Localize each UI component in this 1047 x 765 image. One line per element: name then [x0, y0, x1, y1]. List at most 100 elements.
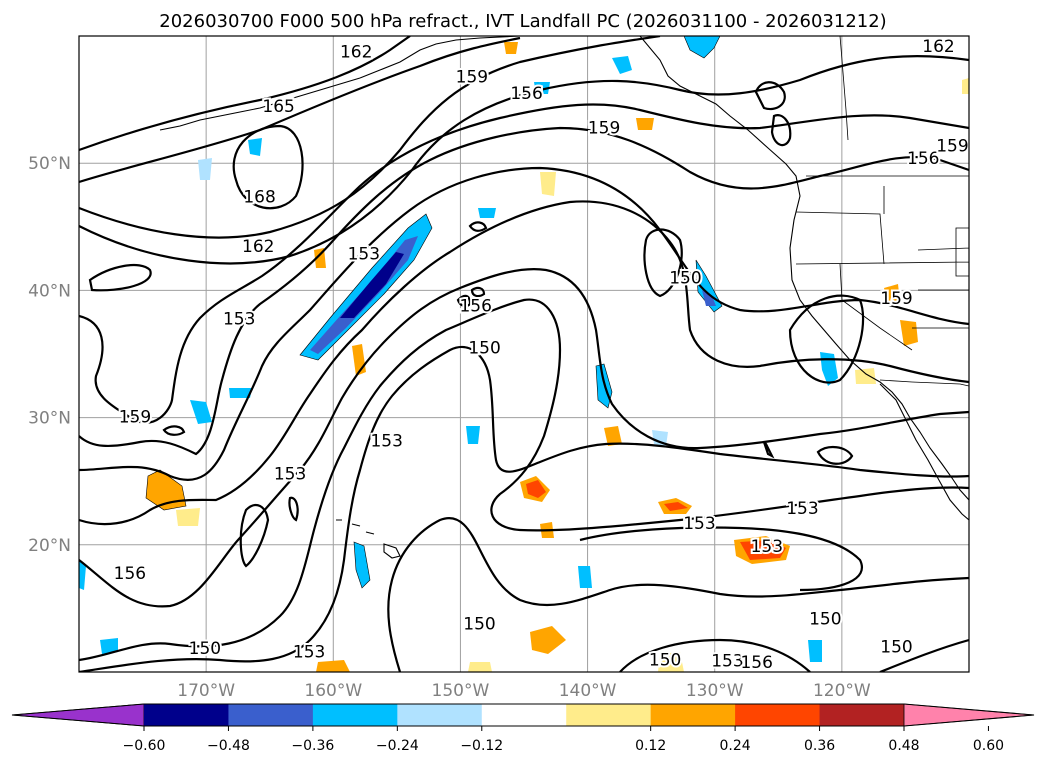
contour-line: [754, 81, 786, 111]
contour-label: 150: [669, 269, 701, 289]
lon-tick-label: 120°W: [813, 681, 871, 701]
shade-patch: [198, 158, 212, 180]
map-frame: [78, 35, 970, 673]
shade-patch: [145, 469, 187, 511]
colorbar-tick-label: 0.36: [804, 738, 835, 754]
shade-patch: [530, 626, 566, 654]
shade-patch: [855, 368, 876, 384]
shade-patch: [636, 118, 654, 130]
contour-label: 162: [340, 42, 372, 62]
lon-tick-label: 160°W: [304, 681, 362, 701]
colorbar-segment: [312, 704, 398, 726]
shade-patch: [683, 36, 721, 59]
longitude-tick-labels: 170°W 160°W 150°W 140°W 130°W 120°W: [177, 681, 871, 701]
shade-patch: [248, 138, 262, 156]
contour-line: [788, 294, 865, 384]
contour-label: 159: [880, 289, 912, 309]
contour-line: [288, 496, 299, 522]
coastline-north-america: [639, 36, 969, 501]
colorbar-extend-high: [903, 703, 1035, 727]
contour-line: [79, 126, 969, 456]
contour-label: 150: [189, 639, 221, 659]
shade-patch: [526, 480, 546, 498]
contour-line: [232, 124, 304, 210]
colorbar-tick-label: 0.24: [720, 738, 751, 754]
shade-patch: [340, 252, 404, 318]
contour-line: [579, 526, 863, 592]
contour-label: 150: [463, 615, 495, 635]
contour-label: 159: [456, 68, 488, 88]
contour-line: [79, 345, 969, 672]
borders: [795, 36, 969, 387]
colorbar-segment: [566, 704, 652, 726]
colorbar-tick-label: 0.48: [888, 738, 919, 754]
contour-label: 153: [751, 537, 783, 557]
contour-line: [79, 298, 969, 662]
shade-patch: [604, 426, 622, 446]
contour-line: [456, 294, 472, 308]
colorbar-tick-label: 0.12: [635, 738, 666, 754]
contour-label: 159: [936, 136, 968, 156]
shade-patch: [962, 78, 969, 94]
contour-label: 165: [262, 97, 294, 117]
contour-label: 153: [786, 499, 818, 519]
colorbar-segment: [650, 704, 736, 726]
shade-patch: [316, 660, 350, 672]
alaska-canada-border: [839, 36, 849, 141]
colorbar: −0.60 −0.48 −0.36 −0.24 −0.12 0.12 0.24 0.36 0.4…: [11, 703, 1035, 754]
shade-patch: [900, 320, 918, 346]
contour-label: 150: [649, 650, 681, 670]
shade-patch: [190, 400, 212, 424]
colorbar-tick-label: −0.48: [207, 738, 250, 754]
contour-line: [468, 221, 488, 232]
lon-tick-label: 140°W: [559, 681, 617, 701]
colorbar-tick-label: 0.60: [973, 738, 1004, 754]
colorbar-extend-low: [11, 703, 145, 727]
lon-tick-label: 130°W: [686, 681, 744, 701]
contour-line: [619, 638, 811, 672]
contour-label: 153: [711, 652, 743, 672]
us-mexico-border: [879, 379, 969, 387]
colorbar-tick-label: −0.12: [460, 738, 503, 754]
contour-line: [79, 200, 969, 526]
contour-label: 156: [907, 149, 939, 169]
contour-label: 159: [119, 407, 151, 427]
lat-tick-label: 40°N: [28, 281, 71, 301]
colorbar-tick-label: −0.24: [376, 738, 419, 754]
lat-tick-label: 20°N: [28, 536, 71, 556]
shade-patch: [229, 388, 252, 398]
contour-label: 156: [459, 297, 491, 317]
contour-label: 162: [242, 237, 274, 257]
contour-line: [387, 517, 969, 672]
colorbar-segment: [819, 704, 905, 726]
shade-patch: [100, 638, 118, 654]
contour-line: [88, 263, 152, 292]
contour-line: [816, 446, 854, 465]
contour-line: [79, 103, 969, 424]
lon-tick-label: 170°W: [177, 681, 235, 701]
shade-patch: [504, 42, 518, 54]
contour-line: [239, 503, 270, 568]
shade-patch: [466, 426, 480, 444]
shade-patch: [808, 640, 822, 662]
contour-label: 153: [223, 309, 255, 329]
hawaii-islands: [336, 519, 401, 559]
shade-patch: [540, 172, 556, 196]
lat-tick-label: 30°N: [28, 409, 71, 429]
shade-patch: [884, 284, 900, 304]
colorbar-tick-label: −0.60: [123, 738, 166, 754]
lon-tick-label: 150°W: [432, 681, 490, 701]
contour-line: [879, 638, 969, 672]
colorbar-segment: [735, 704, 821, 726]
contour-line: [762, 441, 775, 459]
contour-line: [770, 114, 792, 147]
shade-patch: [702, 290, 716, 306]
coastlines: [159, 36, 969, 559]
contour-label: 159: [588, 119, 620, 139]
contour-label: 153: [683, 514, 715, 534]
chart-title: 2026030700 F000 500 hPa refract., IVT La…: [159, 11, 886, 32]
colorbar-segment: [481, 704, 567, 726]
